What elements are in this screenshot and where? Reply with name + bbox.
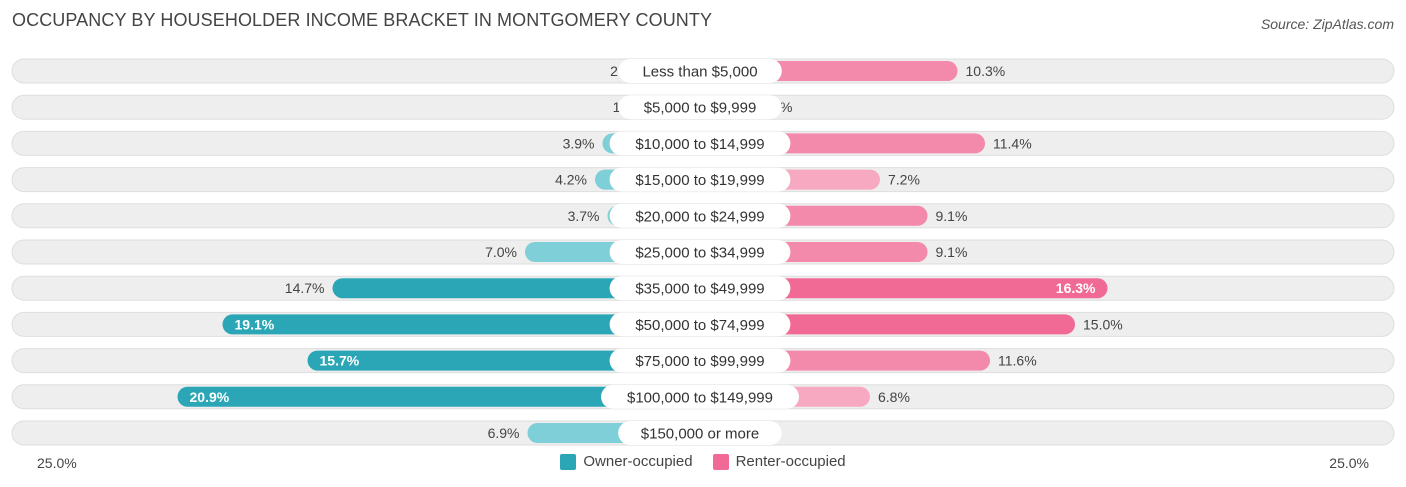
owner-value-label-2: 3.9%: [563, 135, 595, 151]
owner-bar-9: [177, 386, 700, 407]
category-pill-2: [609, 131, 791, 156]
axis-left-label: 25.0%: [37, 455, 77, 471]
category-pill-0: [618, 59, 782, 83]
owner-value-label-5: 7.0%: [485, 244, 517, 260]
category-pill-8: [609, 348, 791, 373]
axis-right-label: 25.0%: [1329, 455, 1369, 471]
legend-swatch-owner: [560, 453, 577, 470]
renter-value-label-5: 9.1%: [936, 244, 968, 260]
category-label-7: $50,000 to $74,999: [635, 317, 764, 334]
category-label-10: $150,000 or more: [641, 426, 759, 443]
legend-item-owner: Owner-occupied: [560, 453, 693, 470]
renter-value-label-6: 16.3%: [1056, 280, 1096, 296]
category-pill-10: [618, 421, 782, 445]
renter-value-label-7: 15.0%: [1083, 316, 1123, 332]
category-label-2: $10,000 to $14,999: [635, 136, 764, 153]
renter-value-label-3: 7.2%: [888, 172, 920, 188]
owner-bar-8: [307, 350, 700, 371]
legend-label-renter: Renter-occupied: [735, 453, 846, 470]
owner-value-label-10: 6.9%: [488, 425, 520, 441]
legend-label-owner: Owner-occupied: [583, 453, 693, 470]
owner-value-label-3: 4.2%: [555, 172, 587, 188]
owner-bar-7: [222, 314, 700, 335]
category-pill-4: [609, 203, 791, 228]
legend-item-renter: Renter-occupied: [712, 453, 846, 470]
legend-swatch-renter: [712, 453, 729, 470]
renter-value-label-8: 11.6%: [998, 353, 1037, 369]
category-pill-3: [609, 167, 791, 192]
category-label-8: $75,000 to $99,999: [635, 353, 764, 370]
category-label-0: Less than $5,000: [642, 64, 757, 81]
legend: Owner-occupied Renter-occupied: [0, 453, 1406, 470]
renter-value-label-0: 10.3%: [966, 63, 1006, 79]
renter-bar-6: [700, 278, 1108, 299]
category-label-3: $15,000 to $19,999: [635, 172, 764, 189]
renter-value-label-9: 6.8%: [878, 389, 910, 405]
category-label-5: $25,000 to $34,999: [635, 245, 764, 262]
renter-value-label-4: 9.1%: [936, 208, 968, 224]
category-pill-1: [618, 95, 782, 120]
owner-value-label-4: 3.7%: [568, 208, 600, 224]
renter-bar-7: [700, 314, 1075, 335]
owner-value-label-6: 14.7%: [285, 280, 325, 296]
renter-value-label-2: 11.4%: [993, 135, 1032, 151]
category-label-9: $100,000 to $149,999: [627, 389, 773, 406]
owner-value-label-9: 20.9%: [190, 389, 230, 405]
chart-area: 2.0%10.3%Less than $5,0001.9%2.1%$5,000 …: [11, 58, 1395, 446]
category-pill-7: [609, 312, 791, 337]
owner-bar-6: [332, 278, 700, 299]
chart-title: OCCUPANCY BY HOUSEHOLDER INCOME BRACKET …: [12, 10, 713, 30]
source-label: Source: ZipAtlas.com: [1260, 16, 1394, 32]
category-pill-6: [609, 276, 791, 301]
category-label-6: $35,000 to $49,999: [635, 281, 764, 298]
category-label-4: $20,000 to $24,999: [635, 208, 764, 225]
category-label-1: $5,000 to $9,999: [644, 100, 757, 117]
owner-value-label-7: 19.1%: [235, 316, 275, 332]
category-pill-9: [601, 384, 799, 409]
owner-value-label-8: 15.7%: [320, 353, 360, 369]
category-pill-5: [609, 240, 791, 264]
